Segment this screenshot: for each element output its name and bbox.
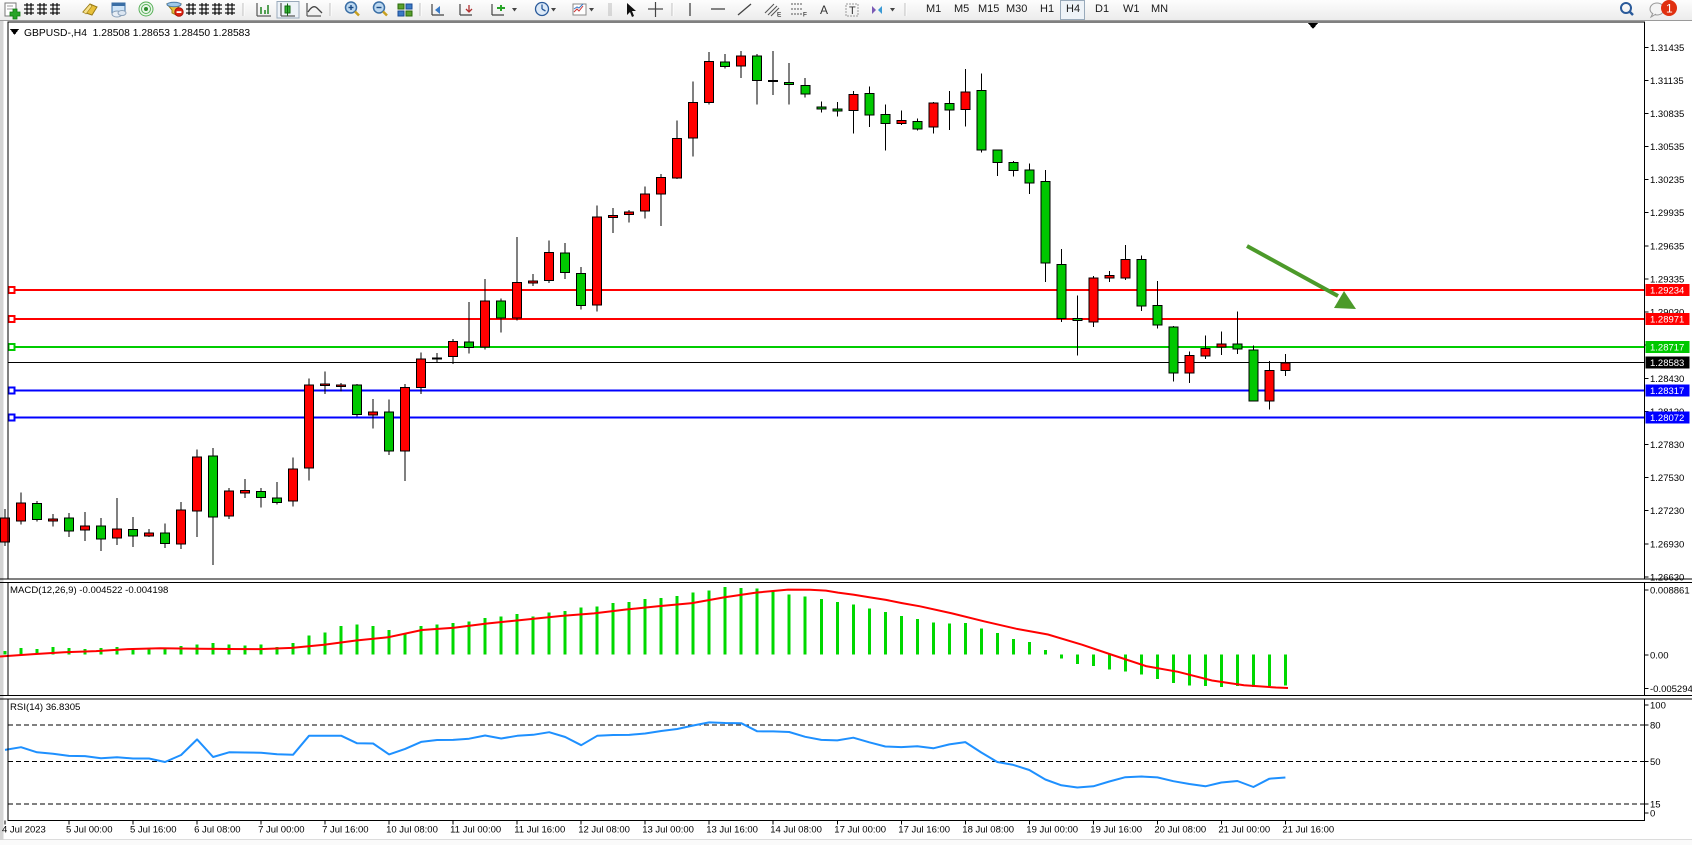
svg-text:1.30835: 1.30835	[1650, 109, 1684, 120]
svg-text:1.31435: 1.31435	[1650, 43, 1684, 54]
svg-text:11 Jul 00:00: 11 Jul 00:00	[450, 825, 501, 836]
svg-text:E: E	[777, 12, 782, 19]
svg-text:12 Jul 08:00: 12 Jul 08:00	[578, 825, 630, 836]
svg-text:RSI(14) 36.8305: RSI(14) 36.8305	[10, 702, 80, 713]
svg-text:5 Jul 00:00: 5 Jul 00:00	[66, 825, 112, 836]
svg-text:80: 80	[1650, 721, 1661, 732]
svg-text:0.008861: 0.008861	[1650, 586, 1690, 597]
svg-text:5 Jul 16:00: 5 Jul 16:00	[130, 825, 176, 836]
svg-text:-0.005294: -0.005294	[1650, 684, 1692, 695]
svg-text:15: 15	[1650, 800, 1661, 811]
svg-text:13 Jul 16:00: 13 Jul 16:00	[706, 825, 758, 836]
svg-text:1.28971: 1.28971	[1650, 315, 1684, 326]
svg-text:F: F	[803, 12, 807, 19]
svg-text:1.29234: 1.29234	[1650, 286, 1684, 297]
svg-text:1.26930: 1.26930	[1650, 539, 1684, 550]
svg-text:18 Jul 08:00: 18 Jul 08:00	[962, 825, 1014, 836]
svg-text:1.29935: 1.29935	[1650, 208, 1684, 219]
svg-text:4 Jul 2023: 4 Jul 2023	[2, 825, 46, 836]
svg-text:1.28717: 1.28717	[1650, 343, 1684, 354]
svg-text:10 Jul 08:00: 10 Jul 08:00	[386, 825, 438, 836]
svg-text:6 Jul 08:00: 6 Jul 08:00	[194, 825, 240, 836]
svg-text:11 Jul 16:00: 11 Jul 16:00	[514, 825, 565, 836]
svg-text:19 Jul 00:00: 19 Jul 00:00	[1026, 825, 1078, 836]
svg-text:1.29635: 1.29635	[1650, 241, 1684, 252]
svg-text:0: 0	[1650, 809, 1655, 820]
svg-text:1.27530: 1.27530	[1650, 473, 1684, 484]
svg-text:1.31135: 1.31135	[1650, 76, 1684, 87]
svg-text:0.00: 0.00	[1650, 651, 1669, 662]
svg-text:7 Jul 00:00: 7 Jul 00:00	[258, 825, 304, 836]
svg-text:1.28317: 1.28317	[1650, 386, 1684, 397]
svg-text:1.28583: 1.28583	[1650, 358, 1684, 369]
svg-text:14 Jul 08:00: 14 Jul 08:00	[770, 825, 822, 836]
svg-text:1.30235: 1.30235	[1650, 175, 1684, 186]
svg-text:17 Jul 00:00: 17 Jul 00:00	[834, 825, 886, 836]
svg-text:20 Jul 08:00: 20 Jul 08:00	[1154, 825, 1206, 836]
svg-text:21 Jul 00:00: 21 Jul 00:00	[1218, 825, 1270, 836]
svg-text:1.27830: 1.27830	[1650, 440, 1684, 451]
svg-text:1.29335: 1.29335	[1650, 274, 1684, 285]
svg-text:21 Jul 16:00: 21 Jul 16:00	[1282, 825, 1334, 836]
svg-text:T: T	[849, 5, 856, 17]
svg-text:13 Jul 00:00: 13 Jul 00:00	[642, 825, 694, 836]
svg-text:17 Jul 16:00: 17 Jul 16:00	[898, 825, 950, 836]
svg-text:1.28430: 1.28430	[1650, 374, 1684, 385]
svg-text:1.26630: 1.26630	[1650, 572, 1684, 583]
svg-text:1: 1	[1666, 2, 1673, 16]
svg-text:1.28072: 1.28072	[1650, 413, 1684, 424]
svg-text:100: 100	[1650, 701, 1666, 712]
svg-text:19 Jul 16:00: 19 Jul 16:00	[1090, 825, 1142, 836]
svg-text:MACD(12,26,9) -0.004522 -0.004: MACD(12,26,9) -0.004522 -0.004198	[10, 585, 168, 596]
svg-text:A: A	[820, 3, 828, 17]
svg-text:GBPUSD-,H4 1.28508 1.28653 1.: GBPUSD-,H4 1.28508 1.28653 1.28450 1.285…	[24, 28, 250, 39]
svg-text:1.27230: 1.27230	[1650, 506, 1684, 517]
svg-text:7 Jul 16:00: 7 Jul 16:00	[322, 825, 368, 836]
svg-text:50: 50	[1650, 757, 1661, 768]
svg-text:1.30535: 1.30535	[1650, 142, 1684, 153]
